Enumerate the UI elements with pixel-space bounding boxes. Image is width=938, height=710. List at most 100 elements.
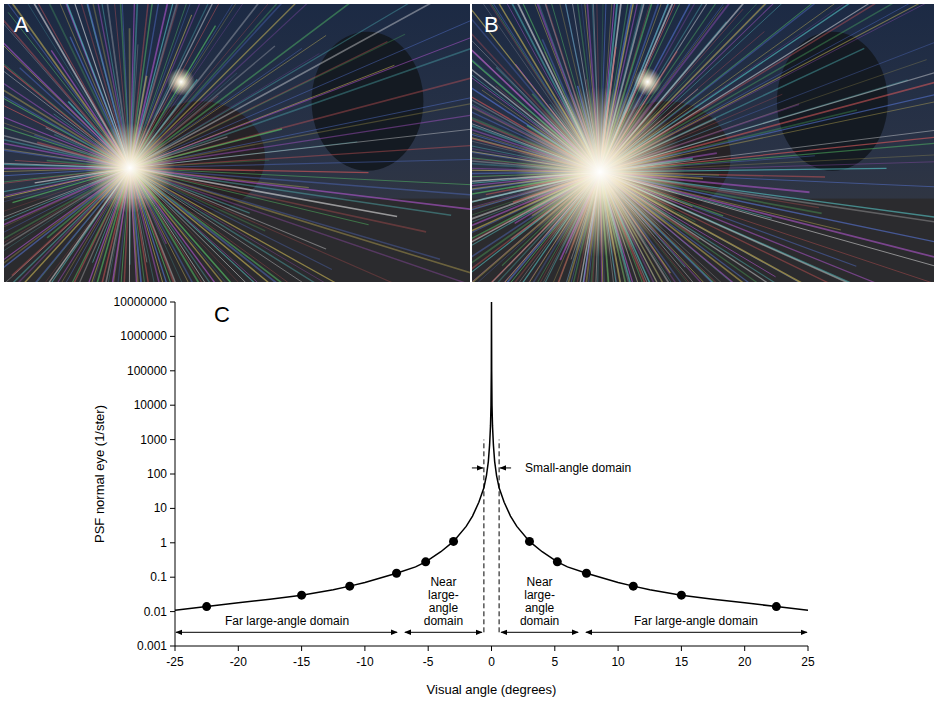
annotation: Far large-angle domain [225,614,349,628]
annotation-line: large- [428,588,459,602]
annotation: Nearlarge-angledomain [520,575,559,628]
y-tick-label: 100000 [127,364,167,378]
data-point [392,569,401,578]
light-streak [130,168,467,282]
x-tick [238,646,239,651]
annotation-line: Far large-angle domain [225,614,349,628]
data-point [449,537,458,546]
data-point [525,537,534,546]
domain-arrow [176,632,397,633]
x-tick [301,646,302,651]
x-tick [428,646,429,651]
light-streak [130,4,470,168]
plot-data [175,302,808,611]
x-tick [744,646,745,651]
x-tick-label: -15 [293,655,311,669]
y-tick [170,336,175,337]
light-streak [130,159,470,168]
y-tick-label: 1000000 [120,329,167,343]
annotation: Small-angle domain [525,461,631,475]
light-streak [130,4,470,168]
light-streak [130,4,470,168]
annotations: Small-angle domainNearlarge-angledomainN… [176,440,807,633]
annotation-line: domain [520,614,559,628]
domain-arrow [405,632,482,633]
data-point [582,569,591,578]
x-tick [364,646,365,651]
psf-curve [175,302,808,610]
x-tick-label: 15 [675,655,689,669]
x-tick-label: 20 [738,655,752,669]
y-tick [170,611,175,612]
y-tick [170,302,175,303]
y-tick [170,405,175,406]
light-streak [130,84,470,168]
y-tick [170,474,175,475]
y-tick-label: 10000000 [114,295,168,309]
data-point [421,557,430,566]
light-streak [130,168,417,282]
y-axis-title: PSF normal eye (1/ster) [92,405,107,543]
annotation-line: angle [429,601,459,615]
annotation-line: Near [430,575,456,589]
data-point [553,557,562,566]
light-glow [515,87,685,257]
light-streak [130,34,405,168]
data-point [772,602,781,611]
y-tick [170,370,175,371]
y-tick-label: 1000 [140,433,167,447]
light-streak [130,113,470,168]
domain-arrow [586,632,807,633]
domain-arrow [472,467,483,468]
light-streak [130,131,470,168]
panel-label: C [214,302,230,327]
y-tick-label: 10000 [134,398,168,412]
photo-background [4,4,470,282]
y-tick [170,577,175,578]
light-streak [130,4,470,168]
x-tick-label: -5 [423,655,434,669]
panel-label: A [14,12,29,37]
y-tick [170,508,175,509]
x-tick [175,646,176,651]
x-tick-label: 5 [551,655,558,669]
x-tick [554,646,555,651]
light-streak [130,4,470,168]
data-point [677,591,686,600]
annotation-line: Far large-angle domain [634,614,758,628]
annotation: Nearlarge-angledomain [424,575,463,628]
annotation-line: angle [525,601,555,615]
photo [472,4,934,282]
panel-label: B [484,12,499,37]
street-light [167,68,195,96]
x-tick-label: -20 [230,655,248,669]
y-tick-label: 0.01 [144,605,168,619]
domain-arrow [500,467,511,468]
light-streak [130,27,470,168]
photo [4,4,470,282]
data-point [297,591,306,600]
y-tick-label: 1 [160,536,167,550]
domain-boundary [483,440,484,633]
x-tick-label: 25 [801,655,815,669]
annotation-line: large- [524,588,555,602]
y-tick [170,542,175,543]
x-tick [808,646,809,651]
domain-boundary [499,440,500,633]
x-tick [618,646,619,651]
annotation: Far large-angle domain [634,614,758,628]
x-tick-label: -10 [356,655,374,669]
x-axis-title: Visual angle (degrees) [427,682,557,697]
annotation-line: domain [424,614,463,628]
data-point [345,582,354,591]
figure: A B C 0.001 0.01 0.1 1 10 100 1000 10000 100000 1000… [0,0,938,710]
street-light [634,68,662,96]
x-tick [681,646,682,651]
y-tick-label: 0.1 [150,570,167,584]
y-tick [170,646,175,647]
domain-arrow [501,632,578,633]
y-tick-label: 0.001 [137,639,167,653]
y-tick-label: 100 [147,467,167,481]
light-streak [130,168,420,282]
x-tick-label: 10 [611,655,625,669]
